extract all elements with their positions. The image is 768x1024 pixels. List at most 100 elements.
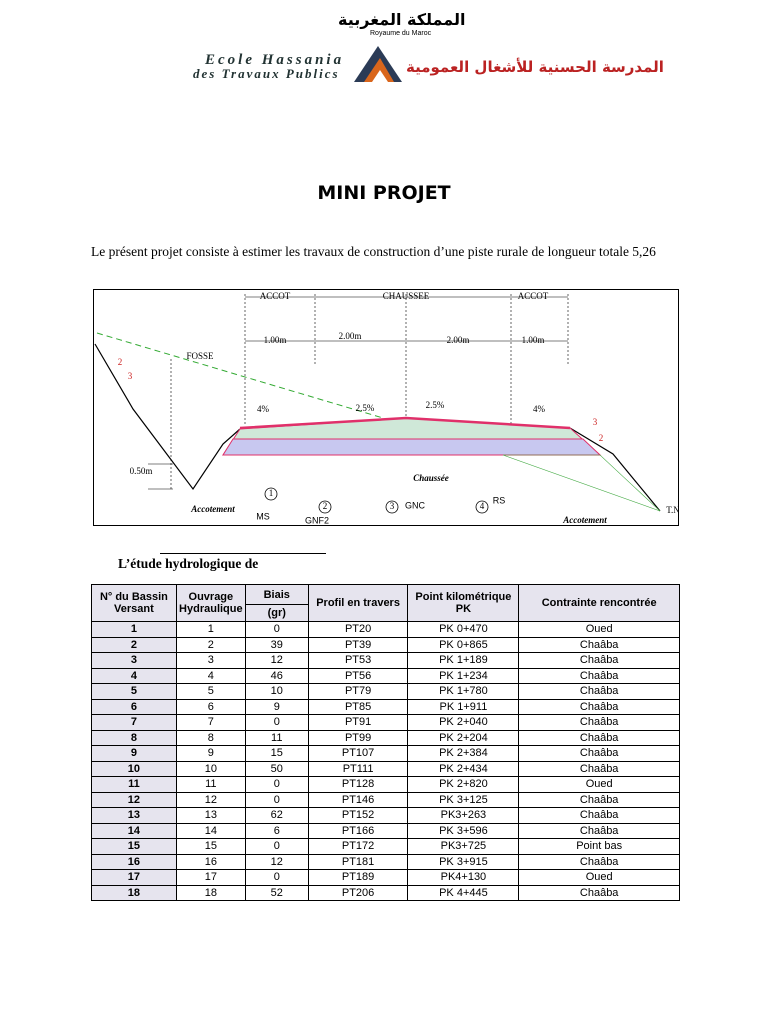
table-cell: PT20: [307, 621, 409, 638]
label: 1: [269, 488, 274, 498]
table-cell: 15: [91, 838, 177, 855]
table-cell: PT189: [307, 869, 409, 886]
table-cell: Point bas: [518, 838, 680, 855]
table-cell: PT181: [307, 853, 409, 870]
table-cell: 11: [244, 729, 309, 746]
label: 3: [390, 501, 395, 511]
table-cell: PK 2+204: [407, 729, 520, 746]
table-cell: 50: [244, 760, 309, 777]
label: ACCOT: [518, 291, 549, 301]
underline: [160, 553, 326, 554]
table-cell: 0: [244, 838, 309, 855]
table-cell: 9: [175, 745, 246, 762]
cross-section: ACCOT CHAUSSEE ACCOT 1.00m 2.00m 2.00m 1…: [93, 289, 679, 526]
table-cell: Chaâba: [518, 636, 680, 653]
label: 4%: [257, 404, 270, 414]
label: 2.00m: [447, 335, 470, 345]
table-cell: Chaâba: [518, 745, 680, 762]
table-cell: 4: [91, 667, 177, 684]
table-cell: 11: [175, 776, 246, 793]
table-cell: 16: [175, 853, 246, 870]
label: 1.00m: [522, 335, 545, 345]
table-cell: 12: [244, 652, 309, 669]
table-cell: Chaâba: [518, 729, 680, 746]
table-cell: 13: [91, 807, 177, 824]
table-cell: PK4+130: [407, 869, 520, 886]
table-cell: 1: [91, 621, 177, 638]
table-cell: Chaâba: [518, 652, 680, 669]
table-cell: PK 3+915: [407, 853, 520, 870]
table-cell: 6: [91, 698, 177, 715]
table-row: 1 1 0 PT20 PK 0+470 Oued: [91, 621, 680, 638]
table-cell: 39: [244, 636, 309, 653]
table-cell: Chaâba: [518, 667, 680, 684]
table-cell: 15: [244, 745, 309, 762]
table-cell: 17: [175, 869, 246, 886]
header-cell: (gr): [244, 604, 309, 622]
table-cell: Chaâba: [518, 791, 680, 808]
table-cell: 12: [244, 853, 309, 870]
title: MINI PROJET: [317, 182, 451, 204]
logo: [354, 46, 402, 82]
table-cell: 9: [244, 698, 309, 715]
table-cell: PT152: [307, 807, 409, 824]
table-row: 7 7 0 PT91 PK 2+040 Chaâba: [91, 714, 680, 731]
table-cell: 18: [91, 884, 177, 901]
label: 2.5%: [356, 403, 375, 413]
table-cell: PT79: [307, 683, 409, 700]
table-cell: PK 1+911: [407, 698, 520, 715]
label: 3: [593, 417, 598, 427]
table-cell: PK 1+189: [407, 652, 520, 669]
label: CHAUSSEE: [383, 291, 430, 301]
table-cell: PK3+263: [407, 807, 520, 824]
table-cell: 0: [244, 776, 309, 793]
header-cell: Point kilométrique PK: [407, 584, 520, 622]
table-cell: PK 1+234: [407, 667, 520, 684]
table-cell: 17: [91, 869, 177, 886]
table-cell: PT99: [307, 729, 409, 746]
label: 3: [128, 371, 133, 381]
table-cell: 52: [244, 884, 309, 901]
table-cell: 16: [91, 853, 177, 870]
table-cell: PK 2+384: [407, 745, 520, 762]
label: 1.00m: [264, 335, 287, 345]
label: GNF2: [305, 515, 329, 525]
table-cell: 46: [244, 667, 309, 684]
label: T.N: [666, 505, 679, 515]
table-cell: 12: [175, 791, 246, 808]
table-row: 8 8 11 PT99 PK 2+204 Chaâba: [91, 729, 680, 746]
table-cell: 11: [91, 776, 177, 793]
table-row: 10 10 50 PT111 PK 2+434 Chaâba: [91, 760, 680, 777]
kingdom-fr: Royaume du Maroc: [370, 30, 432, 37]
table-cell: PK 2+040: [407, 714, 520, 731]
table-cell: 8: [175, 729, 246, 746]
table-row: 14 14 6 PT166 PK 3+596 Chaâba: [91, 822, 680, 839]
table-cell: 5: [91, 683, 177, 700]
table-cell: 18: [175, 884, 246, 901]
table-cell: 5: [175, 683, 246, 700]
table-cell: Chaâba: [518, 807, 680, 824]
table-cell: PK 1+780: [407, 683, 520, 700]
table: N° du Bassin Versant Ouvrage Hydraulique B…: [91, 584, 680, 901]
table-cell: PT91: [307, 714, 409, 731]
table-row: 5 5 10 PT79 PK 1+780 Chaâba: [91, 683, 680, 700]
label: 0.50m: [130, 466, 153, 476]
table-cell: 3: [175, 652, 246, 669]
intro: Le présent projet consiste à estimer les…: [91, 244, 656, 259]
header-cell: Contrainte rencontrée: [518, 584, 680, 622]
table-cell: Chaâba: [518, 714, 680, 731]
table-row: 16 16 12 PT181 PK 3+915 Chaâba: [91, 853, 680, 870]
table-cell: 6: [175, 698, 246, 715]
table-cell: PK 0+470: [407, 621, 520, 638]
table-cell: 12: [91, 791, 177, 808]
label: 4: [480, 501, 485, 511]
header-cell: Biais: [244, 584, 309, 605]
table-row: 15 15 0 PT172 PK3+725 Point bas: [91, 838, 680, 855]
table-cell: Chaâba: [518, 698, 680, 715]
table-row: 18 18 52 PT206 PK 4+445 Chaâba: [91, 884, 680, 901]
table-row: 13 13 62 PT152 PK3+263 Chaâba: [91, 807, 680, 824]
label: FOSSE: [186, 351, 214, 361]
label: 2.5%: [426, 400, 445, 410]
table-cell: PK 3+596: [407, 822, 520, 839]
table-cell: Chaâba: [518, 822, 680, 839]
